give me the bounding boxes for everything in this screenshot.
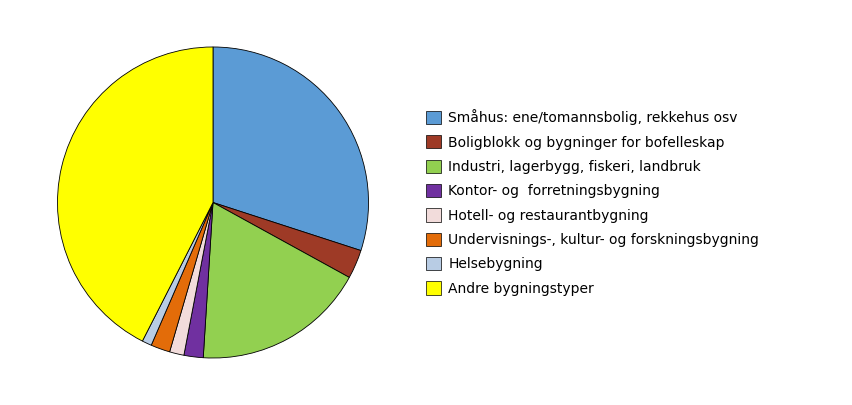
- Wedge shape: [213, 202, 361, 277]
- Wedge shape: [184, 202, 213, 358]
- Wedge shape: [170, 202, 213, 355]
- Wedge shape: [152, 202, 213, 352]
- Legend: Småhus: ene/tomannsbolig, rekkehus osv, Boligblokk og bygninger for bofelleskap,: Småhus: ene/tomannsbolig, rekkehus osv, …: [426, 109, 759, 296]
- Wedge shape: [142, 202, 213, 345]
- Wedge shape: [213, 47, 369, 251]
- Wedge shape: [57, 47, 213, 341]
- Wedge shape: [204, 202, 349, 358]
